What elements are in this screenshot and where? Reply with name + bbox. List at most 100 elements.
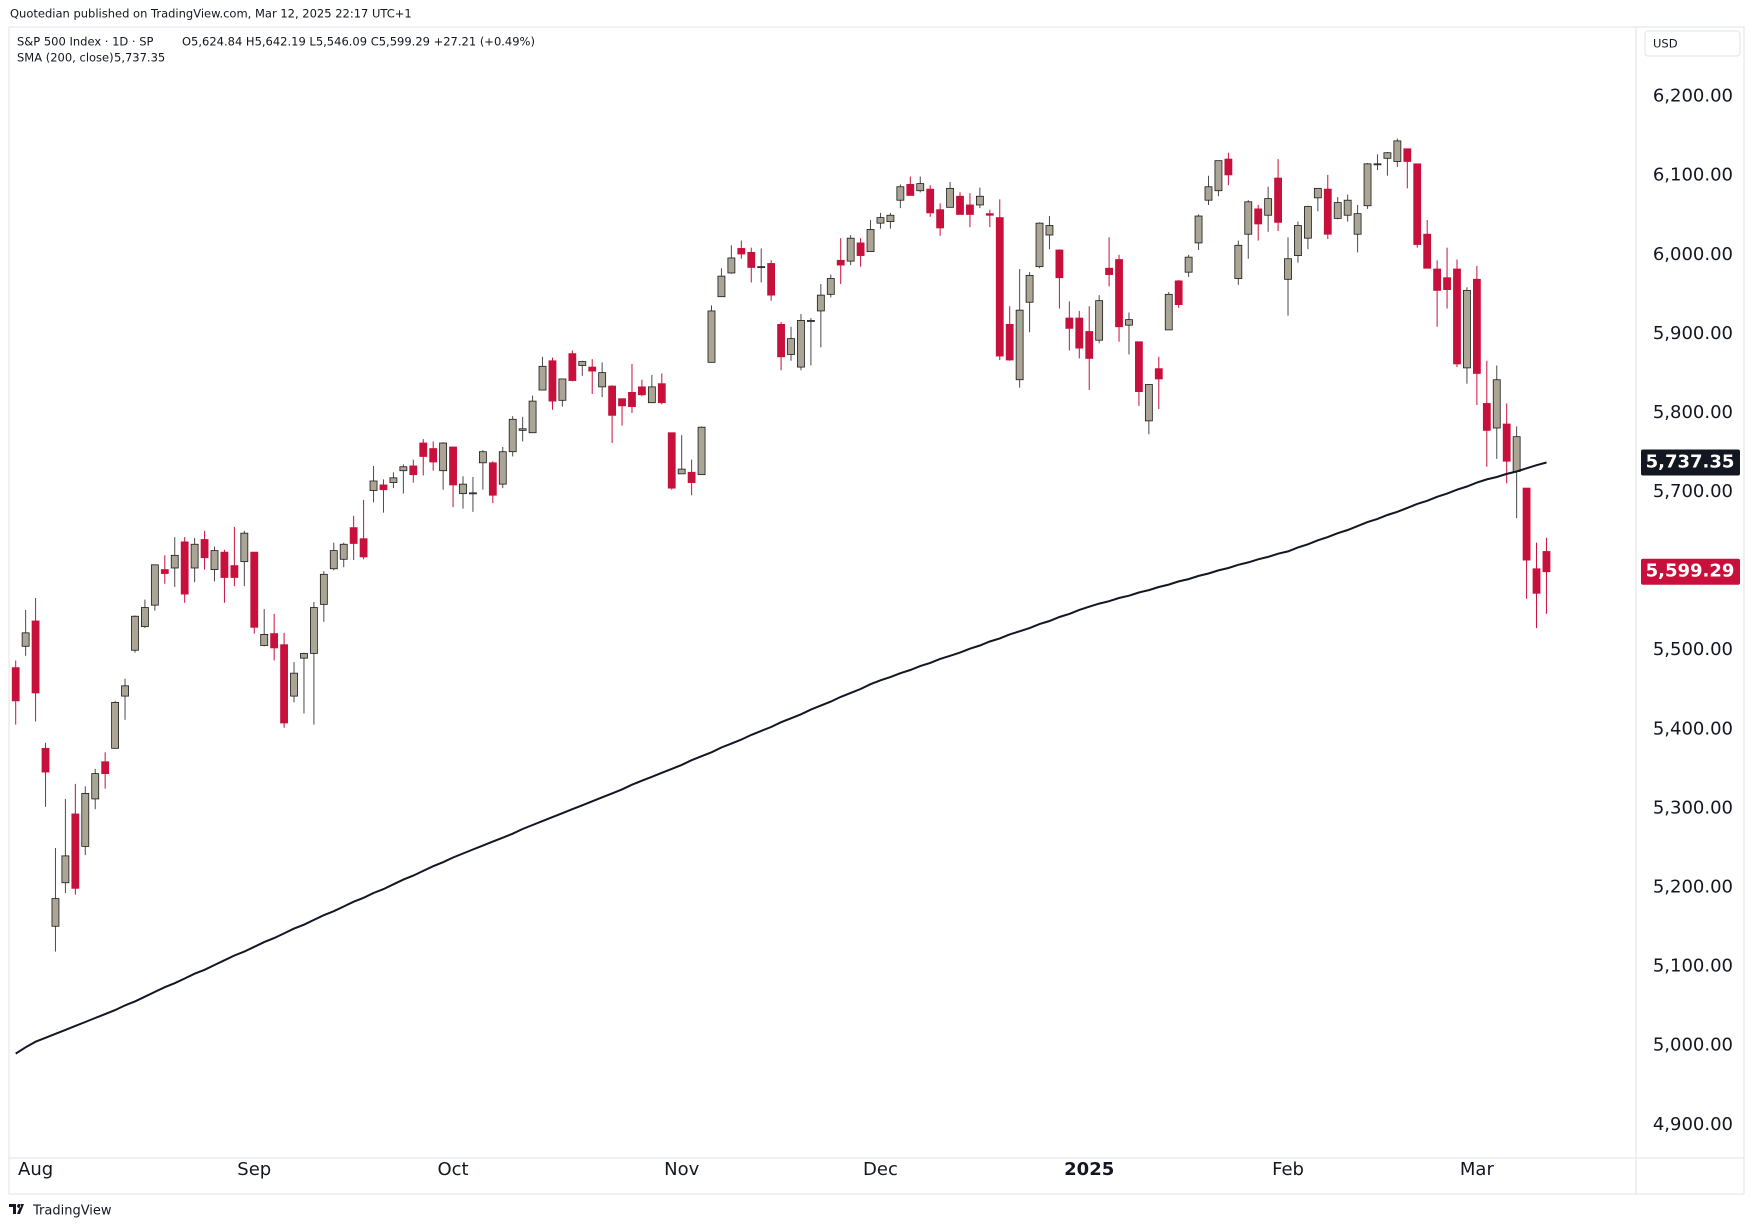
candle-body: [956, 195, 964, 215]
candle-body: [349, 527, 358, 544]
candle: [836, 238, 845, 285]
candle: [866, 219, 875, 253]
candle: [886, 212, 895, 229]
candle-body: [1363, 163, 1372, 207]
candle: [1224, 152, 1233, 186]
candle: [1125, 312, 1133, 355]
candle-body: [1463, 289, 1471, 369]
candle-body: [747, 252, 756, 268]
candle: [1214, 160, 1223, 197]
candle: [1482, 360, 1491, 467]
candle: [1075, 310, 1084, 359]
candle: [141, 599, 149, 629]
symbol-title[interactable]: S&P 500 Index · 1D · SP: [17, 35, 154, 49]
candle: [1154, 356, 1163, 410]
candle: [339, 542, 348, 568]
candle-body: [1383, 152, 1392, 159]
candle-body: [170, 554, 179, 569]
last-price-label: 5,599.29: [1646, 561, 1735, 582]
candle: [1244, 200, 1253, 259]
candle: [628, 363, 636, 413]
candle-body: [1532, 568, 1541, 594]
x-tick-label: Feb: [1272, 1159, 1304, 1180]
candle: [578, 360, 587, 376]
candle: [220, 549, 229, 603]
candle: [1423, 219, 1432, 269]
y-tick-label: 5,700.00: [1653, 481, 1733, 502]
candle-body: [1403, 148, 1412, 162]
candle-body: [1542, 551, 1551, 573]
candle: [1234, 240, 1243, 285]
candle: [906, 176, 915, 196]
candle-body: [1393, 140, 1402, 162]
tradingview-logo[interactable]: TradingView: [9, 1204, 112, 1219]
candle-body: [449, 446, 457, 486]
candle: [896, 184, 905, 209]
currency-label[interactable]: USD: [1653, 37, 1678, 51]
candle-body: [797, 320, 805, 368]
y-tick-label: 5,400.00: [1653, 718, 1733, 739]
candle: [498, 446, 507, 489]
candle-body: [1313, 187, 1322, 199]
candle-body: [1214, 160, 1223, 192]
candle-body: [926, 188, 935, 214]
candle-body: [697, 426, 706, 476]
candle-body: [1005, 323, 1014, 361]
candle-body: [1115, 259, 1123, 328]
footer-brand[interactable]: TradingView: [32, 1204, 112, 1219]
candle: [439, 442, 448, 490]
candle: [319, 571, 328, 622]
candle-body: [409, 465, 418, 476]
candle-body: [528, 400, 537, 434]
candle-body: [558, 378, 567, 401]
candle: [518, 416, 527, 442]
sma-legend-name[interactable]: SMA (200, close): [17, 51, 114, 65]
candle-body: [260, 634, 269, 646]
candle: [1005, 306, 1014, 361]
candle-body: [220, 551, 229, 578]
candle-body: [160, 569, 169, 574]
candle: [1135, 341, 1143, 406]
candle: [121, 678, 129, 720]
candle: [300, 652, 308, 714]
x-tick-label: 2025: [1064, 1159, 1114, 1180]
candle-body: [1035, 222, 1044, 268]
candle: [1204, 175, 1213, 205]
candle-body: [1353, 213, 1362, 235]
candle: [170, 537, 179, 587]
candle-body: [707, 310, 716, 363]
candle: [1393, 138, 1402, 167]
candle: [1403, 148, 1412, 189]
currency-button[interactable]: [1644, 30, 1741, 57]
candle: [349, 515, 358, 561]
candle: [598, 362, 607, 398]
candle-body: [1174, 280, 1183, 306]
candle: [1443, 247, 1451, 309]
candle-body: [1522, 487, 1531, 561]
candle: [985, 209, 994, 228]
candle: [389, 472, 398, 489]
candle: [797, 314, 805, 371]
candle-body: [807, 320, 815, 322]
candle: [111, 700, 119, 749]
candle-body: [985, 213, 994, 216]
candle-body: [1184, 256, 1193, 273]
candle: [1413, 163, 1422, 248]
candle-body: [1045, 225, 1054, 236]
x-tick-label: Oct: [437, 1159, 468, 1180]
candle: [697, 426, 706, 476]
candle: [1472, 265, 1481, 406]
candle-body: [21, 632, 30, 647]
candle: [51, 847, 60, 952]
candle-body: [548, 360, 557, 402]
candle-body: [190, 543, 199, 569]
candle-body: [975, 195, 984, 206]
candle: [677, 435, 686, 475]
candle: [150, 564, 159, 611]
candle-body: [419, 442, 428, 457]
candle-body: [896, 186, 905, 201]
candle-body: [677, 468, 686, 475]
candle: [1274, 159, 1282, 232]
candle-body: [737, 248, 746, 255]
candle-body: [91, 773, 100, 800]
